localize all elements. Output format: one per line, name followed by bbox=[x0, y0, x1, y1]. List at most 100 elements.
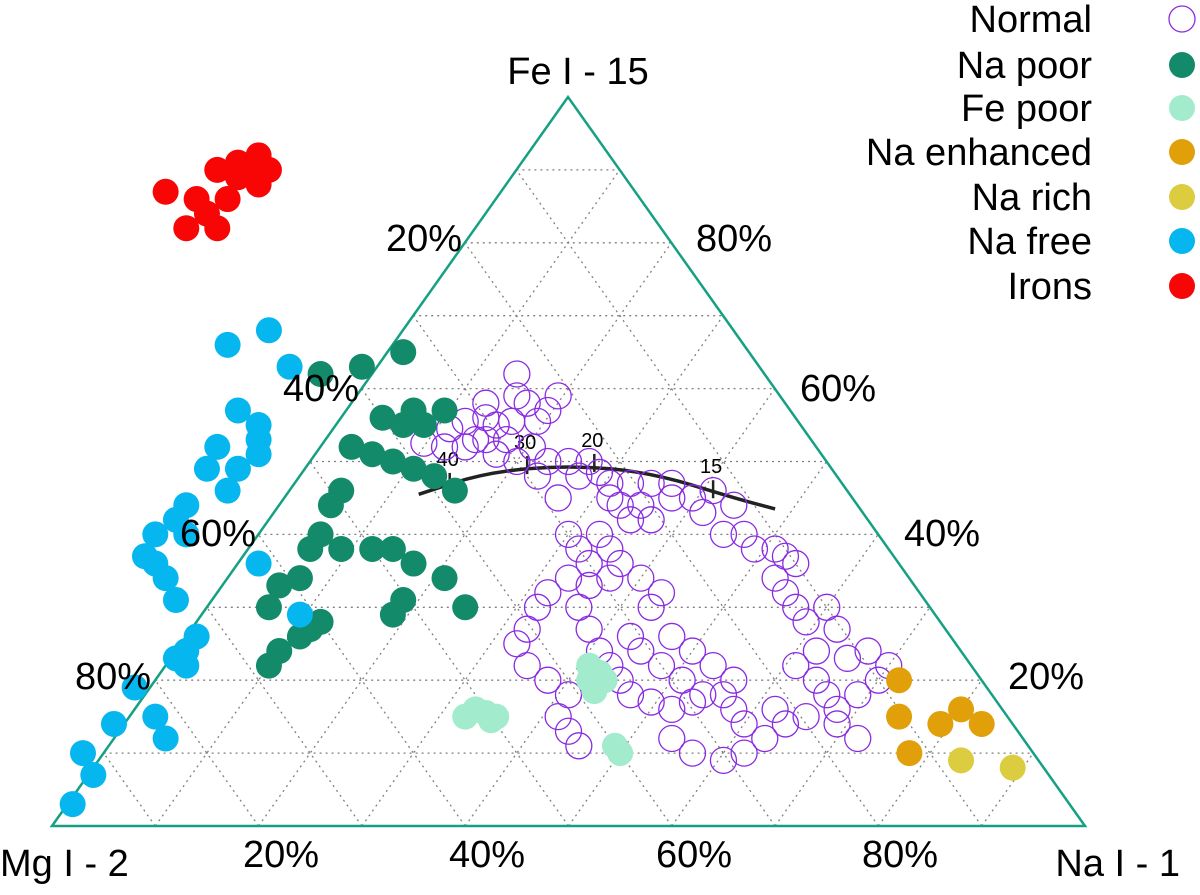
data-point bbox=[498, 407, 526, 436]
series-fe-poor bbox=[452, 652, 634, 767]
curve-tick-label: 15 bbox=[700, 456, 722, 478]
data-point bbox=[647, 651, 676, 680]
data-point bbox=[833, 644, 862, 672]
data-point bbox=[627, 491, 655, 519]
bottom-tick-label: 60% bbox=[656, 834, 732, 876]
data-point bbox=[601, 732, 628, 759]
data-point bbox=[823, 615, 851, 643]
grid-line bbox=[103, 752, 156, 827]
data-point bbox=[771, 710, 800, 738]
data-point bbox=[379, 535, 406, 562]
data-point bbox=[518, 433, 546, 461]
data-point bbox=[968, 710, 995, 737]
data-point bbox=[606, 491, 634, 519]
data-point bbox=[544, 484, 572, 512]
grid-line bbox=[412, 315, 776, 827]
data-point bbox=[596, 535, 624, 563]
data-point bbox=[689, 681, 717, 709]
legend-label-irons: Irons bbox=[1008, 266, 1092, 308]
series-irons bbox=[152, 142, 282, 242]
grid-lines bbox=[103, 169, 1034, 827]
series-na-free bbox=[59, 317, 313, 818]
data-point bbox=[823, 710, 851, 738]
data-point bbox=[245, 550, 272, 577]
data-point bbox=[472, 425, 500, 454]
legend-label-na-free: Na free bbox=[967, 221, 1092, 263]
left-tick-label: 80% bbox=[75, 656, 151, 698]
right-tick-label: 40% bbox=[904, 513, 980, 555]
data-point bbox=[390, 339, 417, 366]
data-point bbox=[461, 425, 490, 454]
data-point bbox=[823, 695, 851, 724]
data-point bbox=[709, 746, 738, 775]
legend-marker bbox=[1169, 139, 1195, 165]
data-point bbox=[286, 601, 313, 628]
triangle-frame bbox=[49, 94, 1088, 828]
curve-tick-label: 20 bbox=[581, 430, 603, 452]
grid-line bbox=[309, 461, 570, 827]
data-point bbox=[142, 521, 169, 548]
data-point bbox=[142, 703, 169, 730]
data-point bbox=[255, 594, 282, 621]
data-point bbox=[193, 455, 220, 482]
data-point bbox=[581, 678, 608, 705]
data-point bbox=[173, 652, 200, 679]
data-point bbox=[534, 666, 562, 694]
data-point bbox=[886, 667, 913, 694]
data-point bbox=[534, 447, 562, 476]
data-point bbox=[658, 469, 686, 498]
data-point bbox=[214, 186, 241, 213]
legend: Normal Na poor Fe poor Na enhanced Na ri… bbox=[866, 0, 1196, 308]
data-point bbox=[431, 397, 458, 424]
data-point bbox=[637, 593, 665, 621]
data-point bbox=[720, 491, 748, 519]
legend-marker bbox=[1169, 228, 1195, 254]
left-tick-label: 40% bbox=[283, 368, 359, 410]
data-point bbox=[616, 506, 645, 534]
left-tick-label: 60% bbox=[180, 513, 256, 555]
data-point bbox=[431, 565, 458, 592]
data-point bbox=[523, 407, 552, 436]
data-point bbox=[730, 710, 758, 738]
data-point bbox=[782, 593, 810, 621]
data-point bbox=[678, 484, 707, 512]
data-point bbox=[730, 520, 758, 549]
data-point bbox=[658, 695, 686, 724]
legend-markers bbox=[1168, 5, 1196, 299]
data-point bbox=[554, 717, 583, 745]
data-point bbox=[255, 317, 282, 344]
legend-marker bbox=[1169, 184, 1195, 210]
data-point bbox=[606, 549, 634, 578]
vertex-label-left: Mg I - 2 bbox=[0, 843, 129, 885]
grid-line bbox=[515, 169, 983, 827]
right-tick-label: 80% bbox=[696, 218, 772, 260]
data-point bbox=[80, 761, 107, 788]
data-point bbox=[658, 484, 686, 512]
data-point bbox=[637, 688, 665, 716]
data-point bbox=[328, 535, 355, 562]
data-point bbox=[513, 651, 541, 680]
series-na-rich bbox=[948, 747, 1026, 781]
legend-label-na-enhanced: Na enhanced bbox=[866, 132, 1092, 174]
legend-marker bbox=[1168, 5, 1196, 33]
grid-line bbox=[206, 606, 363, 827]
data-point bbox=[627, 564, 655, 592]
data-point bbox=[482, 440, 510, 468]
data-point bbox=[503, 360, 531, 388]
data-point bbox=[286, 623, 313, 650]
series-na-poor bbox=[255, 339, 479, 679]
data-point bbox=[637, 506, 665, 534]
data-point bbox=[214, 477, 241, 504]
data-point bbox=[999, 754, 1026, 781]
data-point bbox=[844, 724, 872, 753]
data-point bbox=[678, 637, 707, 665]
data-point bbox=[740, 535, 769, 563]
data-point bbox=[927, 710, 954, 737]
data-point bbox=[297, 535, 324, 562]
data-point bbox=[534, 579, 562, 607]
data-point bbox=[709, 520, 738, 549]
data-point bbox=[730, 739, 758, 767]
data-point bbox=[421, 463, 448, 490]
data-point bbox=[162, 587, 189, 614]
data-point bbox=[59, 791, 86, 818]
